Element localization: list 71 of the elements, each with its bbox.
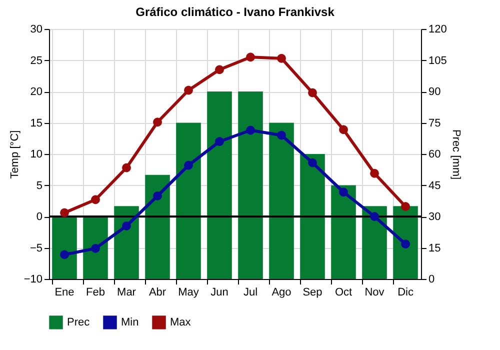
x-tick-label: Abr — [148, 286, 166, 298]
x-tick-label: Ene — [54, 286, 74, 298]
y-tick-label: 30 — [30, 24, 42, 36]
bar — [393, 206, 418, 279]
bar — [269, 122, 294, 279]
point — [401, 202, 410, 211]
point — [215, 137, 224, 146]
x-tick-label: May — [178, 286, 200, 298]
x-tick-label: Feb — [86, 286, 105, 298]
x-tick-label: Mar — [117, 286, 136, 298]
point — [370, 212, 379, 221]
y2-tick-label: 45 — [428, 180, 441, 192]
x-tick-label: Oct — [334, 286, 352, 298]
point — [246, 52, 255, 62]
y-tick-label: −5 — [30, 242, 42, 254]
y2-tick-label: 75 — [428, 117, 441, 130]
point — [277, 54, 286, 63]
legend-label: Min — [121, 316, 139, 328]
y2-tick-label: 90 — [428, 86, 441, 98]
point — [339, 188, 348, 197]
bar — [331, 185, 356, 279]
point — [91, 195, 100, 204]
point — [60, 208, 69, 218]
legend-label: Prec — [67, 316, 90, 328]
point — [246, 126, 255, 135]
x-tick-label: Nov — [364, 286, 385, 298]
bar — [52, 216, 77, 279]
point — [184, 86, 193, 95]
point — [277, 130, 286, 140]
bar — [362, 206, 387, 279]
point — [184, 160, 193, 170]
bar — [300, 154, 325, 279]
y2-tick-label: 105 — [428, 54, 447, 67]
y-tick-label: −10 — [24, 274, 42, 286]
point — [308, 88, 317, 98]
x-tick-label: Ago — [272, 286, 292, 298]
y2-tick-label: 60 — [428, 148, 441, 160]
y2-tick-label: 0 — [428, 274, 435, 286]
x-tick-label: Dic — [398, 286, 414, 298]
point — [122, 163, 131, 172]
point — [308, 158, 317, 168]
y-tick-label: 25 — [30, 54, 42, 67]
point — [339, 125, 348, 134]
point — [60, 250, 69, 260]
point — [91, 244, 100, 253]
legend-label: Max — [170, 316, 192, 328]
point — [153, 118, 162, 127]
point — [215, 65, 224, 74]
y-tick-label: 10 — [30, 148, 42, 160]
y2-tick-label: 15 — [428, 242, 441, 254]
point — [401, 240, 410, 248]
x-tick-label: Jul — [243, 286, 258, 298]
x-tick-label: Jun — [210, 286, 228, 298]
bar — [238, 92, 263, 279]
y2-axis-title: Prec [mm] — [450, 129, 462, 180]
y-tick-label: 15 — [30, 117, 42, 130]
point — [122, 221, 131, 230]
y-tick-label: 5 — [36, 180, 42, 192]
point — [370, 168, 379, 178]
chart-title: Gráfico climático - Ivano Frankivsk — [136, 5, 335, 19]
y-axis-title: Temp [°C] — [8, 130, 21, 179]
bar — [114, 206, 139, 279]
x-tick-label: Sep — [302, 286, 322, 298]
y2-tick-label: 120 — [428, 24, 447, 36]
y-tick-label: 0 — [36, 211, 42, 223]
point — [153, 191, 162, 200]
y2-tick-label: 30 — [428, 211, 441, 223]
bar — [207, 92, 232, 279]
y-tick-label: 20 — [30, 86, 42, 98]
bar — [176, 122, 201, 279]
bar — [145, 174, 170, 279]
